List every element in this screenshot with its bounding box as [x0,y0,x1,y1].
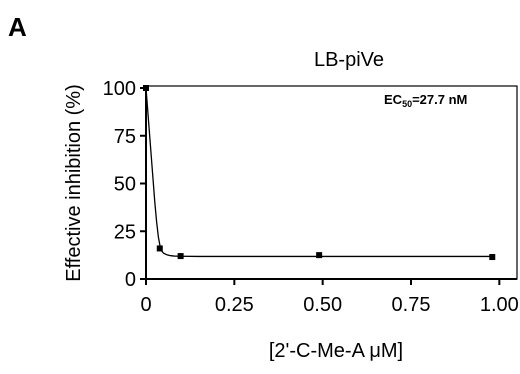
panel-label: A [8,12,27,42]
x-axis-label: [2'-C-Me-A μM] [269,340,403,362]
y-tick-label: 0 [125,269,136,291]
chart-title: LB-piVe [314,49,384,71]
x-ticks: 0 0.25 0.50 0.75 1.00 [140,279,519,316]
ec50-subscript: 50 [402,99,412,109]
x-tick-label: 0.50 [303,294,342,316]
data-point [489,254,496,261]
ec50-annotation: EC50=27.7 nM [384,92,467,109]
y-tick-label: 75 [114,126,136,148]
y-tick-label: 25 [114,221,136,243]
x-tick-label: 0.25 [215,294,254,316]
y-ticks: 0 25 50 75 100 [103,78,146,291]
ec50-prefix: EC [384,92,403,107]
y-tick-label: 50 [114,174,136,196]
y-tick-label: 100 [103,78,136,100]
fit-curve [145,87,493,258]
data-points [143,85,496,261]
x-tick-label: 0 [140,294,151,316]
y-axis-label: Effective inhibition (%) [63,84,85,282]
x-tick-label: 0.75 [392,294,431,316]
data-point [177,253,184,260]
data-point [143,85,149,91]
data-point [156,245,163,252]
plot-frame [145,85,518,280]
x-tick-label: 1.00 [480,294,519,316]
ec50-value: =27.7 nM [412,92,467,107]
data-point [316,252,323,259]
